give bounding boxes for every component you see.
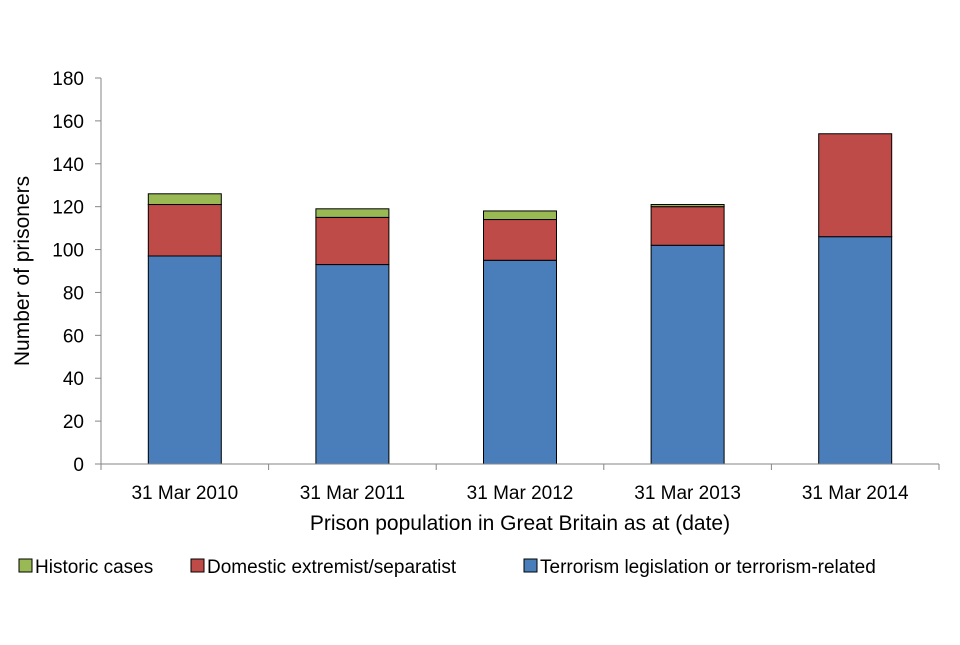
bar-segment-terrorism-legislation-or-terrorism-related-31-mar-2012	[483, 259, 557, 465]
legend-label-domestic-extremist-separatist: Domestic extremist/separatist	[207, 557, 457, 578]
y-tick-label-40: 40	[63, 369, 84, 390]
y-tick-label-60: 60	[63, 326, 84, 347]
bar-segment-historic-cases-31-mar-2013	[650, 204, 725, 208]
bar-segment-historic-cases-31-mar-2011	[315, 208, 390, 218]
bar-segment-terrorism-legislation-or-terrorism-related-31-mar-2014	[818, 236, 893, 465]
y-tick-label-80: 80	[63, 283, 84, 304]
axes-layer: 0 20 40 60 80 100 120 140 160 180 31 Mar 2010 31 Ma…	[52, 69, 940, 504]
legend-item-terrorism-legislation-or-terrorism-related: Terrorism legislation or terrorism-relat…	[523, 557, 876, 578]
y-tick-label-100: 100	[52, 241, 84, 262]
legend-swatch-terrorism-legislation-or-terrorism-related	[523, 558, 538, 573]
bar-segment-domestic-extremist-separatist-31-mar-2011	[315, 216, 390, 266]
y-tick-label-160: 160	[52, 112, 84, 133]
legend-item-historic-cases: Historic cases	[18, 557, 153, 578]
y-tick-label-180: 180	[52, 69, 84, 90]
bars-layer	[147, 133, 893, 465]
bar-segment-historic-cases-31-mar-2012	[483, 210, 557, 221]
y-tick-label-0: 0	[73, 455, 84, 476]
legend-swatch-historic-cases	[18, 558, 33, 573]
y-tick-label-20: 20	[63, 412, 84, 433]
legend-label-terrorism-legislation-or-terrorism-related: Terrorism legislation or terrorism-relat…	[540, 557, 876, 578]
legend-swatch-domestic-extremist-separatist	[190, 558, 205, 573]
bar-segment-terrorism-legislation-or-terrorism-related-31-mar-2013	[650, 244, 725, 465]
x-tick-label-31-mar-2012: 31 Mar 2012	[467, 483, 574, 504]
bar-segment-domestic-extremist-separatist-31-mar-2014	[818, 133, 893, 238]
bar-segment-domestic-extremist-separatist-31-mar-2013	[650, 206, 725, 246]
bar-segment-domestic-extremist-separatist-31-mar-2010	[147, 204, 222, 257]
legend-item-domestic-extremist-separatist: Domestic extremist/separatist	[190, 557, 457, 578]
bar-segment-terrorism-legislation-or-terrorism-related-31-mar-2011	[315, 264, 390, 465]
y-tick-label-140: 140	[52, 155, 84, 176]
bar-segment-historic-cases-31-mar-2010	[147, 193, 222, 206]
y-tick-label-120: 120	[52, 198, 84, 219]
x-tick-label-31-mar-2010: 31 Mar 2010	[131, 483, 238, 504]
x-tick-label-31-mar-2013: 31 Mar 2013	[634, 483, 741, 504]
x-tick-label-31-mar-2014: 31 Mar 2014	[802, 483, 909, 504]
x-axis-title: Prison population in Great Britain as at…	[310, 512, 730, 535]
labels-layer: Number of prisoners Prison population in…	[11, 176, 730, 535]
legend-label-historic-cases: Historic cases	[35, 557, 153, 578]
bar-segment-domestic-extremist-separatist-31-mar-2012	[483, 219, 557, 261]
x-tick-label-31-mar-2011: 31 Mar 2011	[300, 483, 405, 504]
bar-segment-terrorism-legislation-or-terrorism-related-31-mar-2010	[147, 255, 222, 465]
legend: Historic cases Domestic extremist/separat…	[18, 557, 876, 578]
y-axis-title: Number of prisoners	[11, 176, 34, 366]
